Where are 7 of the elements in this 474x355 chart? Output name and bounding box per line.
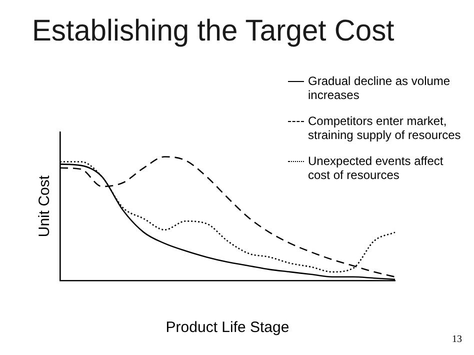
chart-title: Establishing the Target Cost: [32, 14, 394, 48]
y-axis-title: Unit Cost: [36, 174, 54, 238]
x-axis-title: Product Life Stage: [166, 319, 290, 336]
legend-label: Competitors enter market, straining supply of resources: [308, 114, 462, 142]
legend-label: Unexpected events affect cost of resources: [308, 154, 444, 182]
legend-label: Gradual decline as volume increases: [308, 74, 452, 102]
text: 13: [452, 334, 462, 345]
